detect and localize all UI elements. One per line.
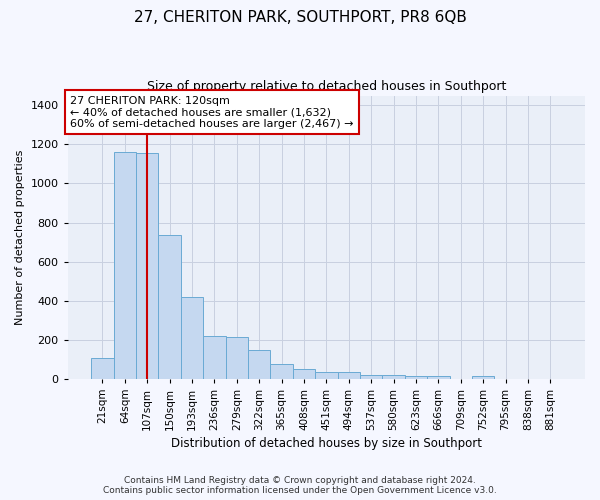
Text: 27, CHERITON PARK, SOUTHPORT, PR8 6QB: 27, CHERITON PARK, SOUTHPORT, PR8 6QB — [134, 10, 466, 25]
Bar — [181, 297, 203, 379]
Bar — [113, 152, 136, 379]
Bar — [293, 369, 315, 379]
Bar — [338, 372, 360, 379]
Bar — [136, 153, 158, 379]
Title: Size of property relative to detached houses in Southport: Size of property relative to detached ho… — [146, 80, 506, 93]
Text: 27 CHERITON PARK: 120sqm
← 40% of detached houses are smaller (1,632)
60% of sem: 27 CHERITON PARK: 120sqm ← 40% of detach… — [70, 96, 354, 129]
Bar — [472, 376, 494, 379]
Bar — [226, 337, 248, 379]
Bar — [427, 376, 449, 379]
Bar — [203, 336, 226, 379]
X-axis label: Distribution of detached houses by size in Southport: Distribution of detached houses by size … — [171, 437, 482, 450]
Text: Contains HM Land Registry data © Crown copyright and database right 2024.
Contai: Contains HM Land Registry data © Crown c… — [103, 476, 497, 495]
Bar — [360, 375, 382, 379]
Bar — [158, 236, 181, 379]
Bar — [382, 376, 405, 379]
Bar — [315, 372, 338, 379]
Bar — [405, 376, 427, 379]
Bar — [271, 364, 293, 379]
Bar — [91, 358, 113, 379]
Y-axis label: Number of detached properties: Number of detached properties — [15, 150, 25, 325]
Bar — [248, 350, 271, 379]
